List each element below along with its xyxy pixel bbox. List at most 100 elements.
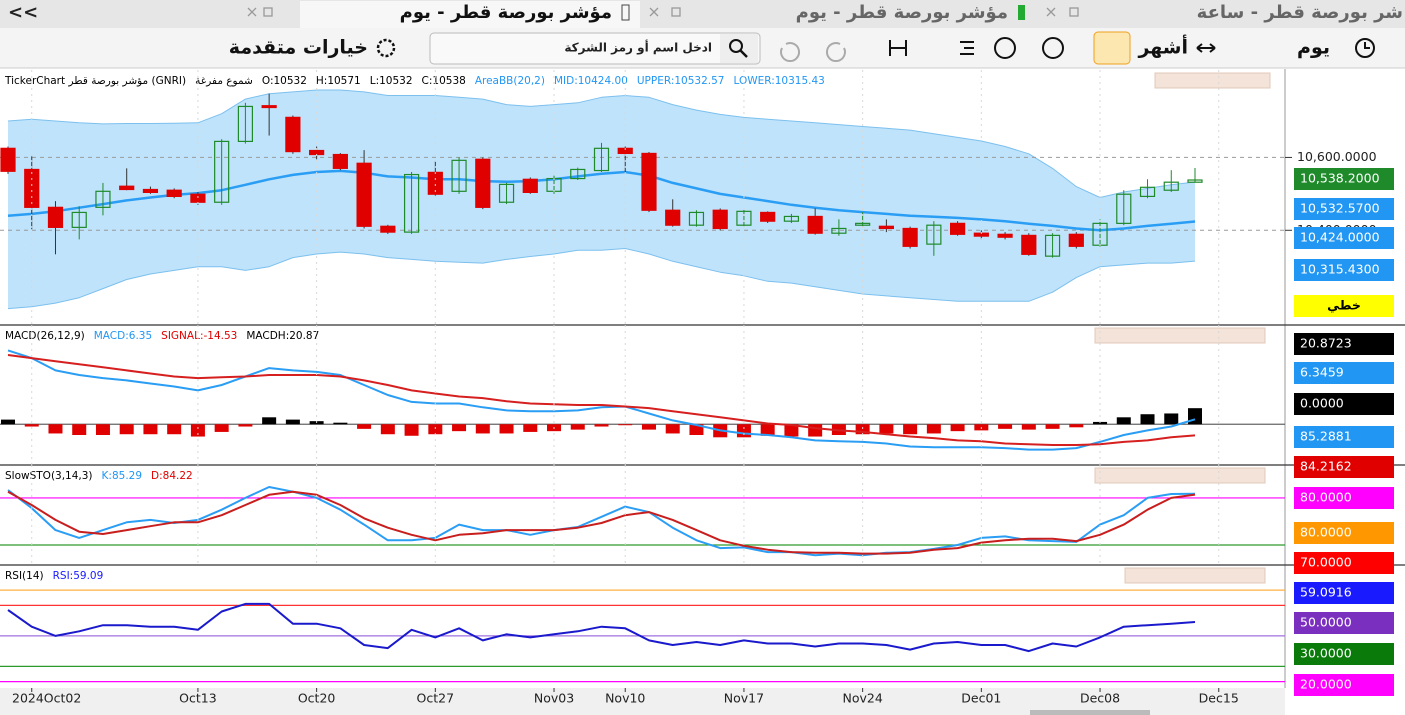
value-badge-label: 70.0000 [1300, 555, 1352, 570]
header-item: D:84.22 [151, 470, 193, 482]
header-item: MACD:6.35 [94, 330, 152, 342]
candle-body [332, 153, 348, 169]
x-tick-label: Nov10 [605, 691, 645, 706]
macd-histogram-bar [641, 424, 656, 430]
search-box[interactable] [429, 32, 761, 65]
candle-body [142, 188, 159, 194]
value-badge [1294, 426, 1394, 448]
macd-histogram-bar [1164, 413, 1179, 425]
macd-histogram-bar [570, 424, 585, 430]
candle-body [783, 215, 800, 222]
value-badge [1294, 674, 1394, 696]
search-icon [739, 49, 748, 58]
tab-icon [1018, 5, 1025, 20]
macd-histogram-bar [428, 424, 443, 435]
candle-body [522, 178, 538, 194]
tab-icon [621, 4, 630, 21]
macd-histogram-bar [143, 424, 158, 435]
macd-histogram-bar [808, 424, 823, 437]
draw-tool[interactable] [1093, 31, 1131, 65]
options-button[interactable]: خيارات متقدمة [229, 37, 368, 59]
search-icon [729, 39, 743, 53]
candle-body [190, 193, 206, 203]
header-item: C:10538 [422, 75, 466, 87]
panel-header: RSI(14) RSI:59.09 [5, 570, 103, 582]
header-item: O:10532 [262, 75, 307, 87]
macd-histogram-bar [380, 424, 395, 435]
macd-histogram-bar [452, 424, 467, 432]
macd-histogram-bar [903, 424, 918, 435]
bollinger-upper [7, 89, 1196, 198]
header-item: LOWER:10315.43 [733, 75, 824, 87]
macd-histogram-bar [333, 422, 348, 425]
value-badge [1294, 643, 1394, 665]
tab[interactable]: شر بورصة قطر - ساعة [1197, 2, 1403, 23]
value-badge [1294, 259, 1394, 281]
value-badge-label: 10,315.4300 [1300, 262, 1380, 277]
value-badge [1294, 362, 1394, 384]
candle-body [47, 206, 64, 228]
clock-icon [1355, 38, 1375, 58]
panel-controls [1154, 72, 1271, 89]
clock-icon [1364, 42, 1370, 49]
macd-histogram-bar [190, 424, 205, 437]
macd-histogram-bar [475, 424, 490, 434]
value-badge-label: 20.0000 [1300, 677, 1352, 692]
macd-histogram-bar [1093, 421, 1108, 425]
x-tick-label: Dec08 [1080, 691, 1120, 706]
x-tick-label: Dec15 [1199, 691, 1239, 706]
candle-body [1163, 181, 1179, 191]
candle-body [997, 233, 1013, 238]
candle-body [855, 222, 871, 226]
macd-histogram-bar [689, 424, 704, 435]
candle-body [451, 159, 467, 192]
value-badge [1294, 227, 1394, 249]
value-badge-label: 85.2881 [1300, 429, 1352, 444]
candle-body [95, 190, 111, 208]
tab-scroll[interactable]: << [8, 2, 38, 23]
value-badge-label: 20.8723 [1300, 336, 1352, 351]
tab[interactable]: مؤشر بورصة قطر - يوم [400, 2, 612, 23]
candle-body [1044, 234, 1061, 257]
candle-body [1068, 233, 1084, 247]
macd-histogram-bar [1140, 414, 1155, 425]
value-badge [1294, 333, 1394, 355]
x-tick-label: Dec01 [961, 691, 1001, 706]
header-item: UPPER:10532.57 [637, 75, 725, 87]
header-item: MACD(26,12,9) [5, 330, 85, 342]
header-item: RSI:59.09 [53, 570, 104, 582]
active-tab[interactable] [300, 1, 640, 28]
panel-controls [1124, 567, 1266, 584]
tab-bar [0, 0, 1405, 28]
candle-body [712, 209, 728, 230]
header-item: RSI(14) [5, 570, 44, 582]
candle-body [380, 225, 396, 233]
search-placeholder[interactable]: ادخل اسم أو رمز الشركة [564, 40, 712, 56]
candle-body [831, 227, 847, 234]
search-button[interactable] [720, 34, 758, 63]
bollinger-band [8, 90, 1195, 309]
macd-histogram-bar [1116, 417, 1131, 425]
period-button[interactable]: يوم [1297, 37, 1330, 59]
value-badge-label: 10,532.5700 [1300, 201, 1380, 216]
candle-body [285, 116, 301, 153]
macd-histogram-bar [357, 424, 372, 429]
macd-histogram-bar [760, 424, 775, 436]
candle-body [902, 227, 918, 247]
header-item: MACDH:20.87 [246, 330, 319, 342]
macd-histogram-bar [499, 424, 514, 434]
tab[interactable]: مؤشر بورصة قطر - يوم [796, 2, 1008, 23]
candle-body [498, 183, 515, 203]
value-badge [1294, 456, 1394, 478]
candle-body [309, 149, 325, 156]
value-badge [1294, 168, 1394, 190]
candle-body [356, 162, 372, 227]
toolbar-icons[interactable] [780, 37, 1064, 62]
tab-close-icons[interactable] [247, 7, 1079, 17]
value-badge [1294, 295, 1394, 317]
macd-line [7, 349, 1196, 451]
range-icon [1196, 43, 1216, 53]
scrollbar[interactable] [1030, 710, 1150, 715]
header-item: H:10571 [316, 75, 361, 87]
